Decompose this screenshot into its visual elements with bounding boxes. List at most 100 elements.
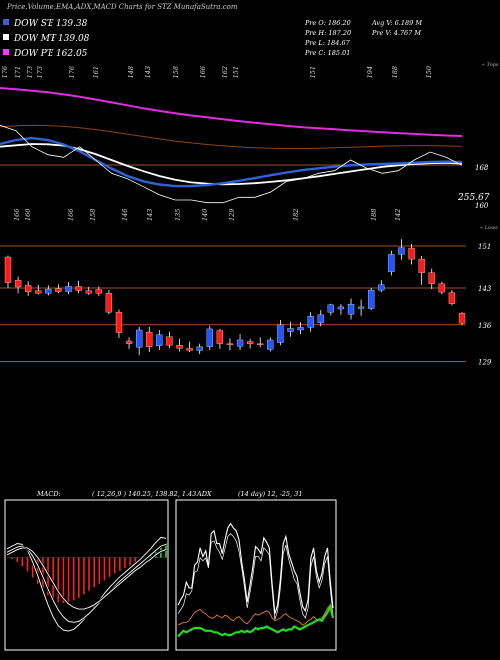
bottom-tick-label: 166	[13, 209, 21, 221]
candle	[75, 280, 82, 294]
candle	[297, 322, 304, 335]
price-axis-label: 136	[478, 322, 492, 330]
top-tick-label: 166	[199, 66, 207, 78]
top-tick-label: 151	[309, 66, 317, 78]
candle-body	[85, 290, 92, 294]
chart-title: Price,Volume,EMA,ADX,MACD Charts for STZ…	[6, 3, 238, 11]
macd-label: MACD:	[36, 490, 61, 498]
candle	[277, 320, 284, 346]
legend-label-mt: DOW MT	[13, 34, 57, 44]
top-tick-label: 158	[172, 66, 180, 78]
macd-panel: MACD: ( 12,26,9 ) 140.25, 138.82, 1.43	[4, 490, 196, 651]
ema-line-lt	[0, 124, 463, 149]
bottom-tick-label: 160	[24, 209, 32, 221]
candle	[378, 280, 385, 293]
candle-body	[115, 311, 123, 333]
candle-body	[45, 288, 52, 294]
candle-body	[347, 304, 355, 315]
candle	[35, 284, 42, 295]
candle-body	[337, 306, 345, 310]
candle-body	[65, 286, 72, 292]
ema-lines	[0, 87, 463, 204]
top-tick-label: 176	[68, 66, 76, 78]
candle-body	[55, 288, 62, 292]
candle-body	[297, 327, 304, 331]
candle	[55, 284, 62, 294]
candle-body	[216, 330, 224, 344]
ema-axis-255: 255.67	[457, 193, 490, 203]
candle	[448, 290, 456, 306]
candle-body	[267, 339, 274, 350]
candle	[45, 285, 52, 296]
candle-body	[156, 334, 163, 346]
candle	[418, 255, 425, 285]
candle	[317, 310, 324, 327]
adx-params: (14 day) 12, -25, 31	[238, 490, 302, 498]
candle	[166, 331, 173, 348]
legend-item-st: DOW ST : 139.38	[3, 19, 88, 29]
stat-high: Pre H: 187.20	[304, 29, 351, 37]
bottom-tick-label: 142	[394, 209, 402, 221]
top-tick-label: 161	[92, 66, 100, 78]
candle-body	[257, 343, 264, 345]
candle	[337, 304, 345, 315]
candles	[4, 239, 466, 356]
candle	[327, 303, 334, 316]
candle	[388, 250, 395, 276]
adx-line-minus	[177, 604, 334, 626]
adx-label: ADX	[196, 490, 212, 498]
candle	[4, 255, 12, 288]
price-axis-label: 143	[478, 285, 492, 293]
candle-body	[226, 343, 234, 345]
macd-params: ( 12,26,9 ) 140.25, 138.82, 1.43	[92, 490, 196, 498]
candle	[307, 312, 314, 332]
candle	[458, 312, 466, 325]
candle	[136, 326, 143, 356]
price-stats: Pre O: 186.20 Pre H: 187.20 Pre L: 184.6…	[304, 19, 422, 57]
bottom-tick-label: 166	[67, 209, 75, 221]
candle	[186, 341, 193, 353]
stat-pre-volume: Pre V: 4.767 M	[371, 29, 421, 37]
candle-body	[307, 316, 314, 328]
top-tick-labels: 176 171 173 173 176 161 148 143 158 166 162 151 151 1…	[1, 66, 433, 78]
ema-line-price	[0, 124, 463, 204]
adx-panel: ADX (14 day) 12, -25, 31	[175, 490, 337, 651]
legend-swatch-st	[3, 19, 9, 25]
top-tick-label: 188	[391, 66, 399, 78]
bottom-tick-label: 146	[121, 209, 129, 221]
candle	[226, 338, 234, 351]
candle	[105, 290, 113, 315]
legend-swatch-mt	[3, 34, 9, 40]
candle	[368, 288, 375, 311]
candle-body	[458, 313, 466, 324]
candle-body	[95, 289, 102, 294]
candle-body	[4, 256, 12, 283]
candle	[246, 338, 254, 349]
candle-body	[398, 247, 405, 255]
candle	[146, 326, 153, 353]
adx-line-adx	[177, 522, 334, 614]
candle	[25, 281, 32, 296]
candle-body	[146, 331, 153, 347]
candle	[196, 343, 203, 355]
stat-close: Pre C: 185.01	[304, 49, 350, 57]
candle	[125, 337, 133, 349]
candle	[408, 243, 415, 265]
candle-body	[368, 289, 375, 309]
bottom-tick-label: 143	[146, 209, 154, 221]
stat-avg-volume: Avg V: 6.189 M	[371, 19, 422, 27]
top-tick-label: 162	[221, 66, 229, 78]
price-axis: 151 143 136 129	[478, 243, 492, 367]
candle-body	[408, 247, 415, 260]
candle-body	[428, 272, 435, 284]
top-tick-label: 148	[127, 66, 135, 78]
candle	[438, 281, 445, 295]
adx-line-plus	[177, 603, 335, 638]
price-gridlines	[0, 245, 466, 362]
candle-body	[14, 279, 22, 288]
bottom-tick-label: 182	[292, 209, 300, 221]
bottom-tick-labels: 166 160 166 158 146 143 135 140 129 182 188 142	[13, 209, 402, 221]
candle-body	[186, 348, 193, 351]
stat-low: Pre L: 184.67	[304, 39, 351, 47]
